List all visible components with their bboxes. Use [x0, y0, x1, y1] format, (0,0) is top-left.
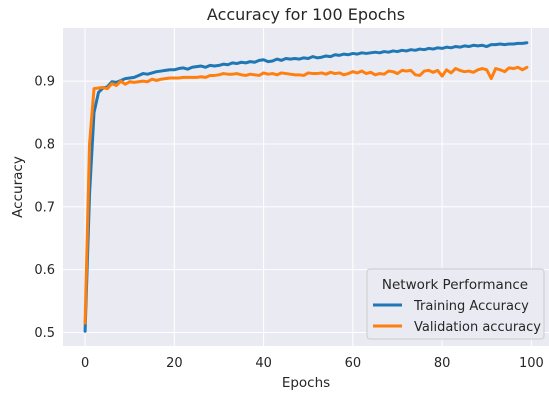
legend: Network Performance Training Accuracy Va… — [366, 268, 545, 340]
y-tick-label: 0.6 — [34, 263, 55, 278]
x-tick-labels: 0 20 40 60 80 100 — [81, 356, 544, 371]
x-axis-label: Epochs — [282, 375, 330, 391]
grid — [63, 28, 549, 346]
x-tick-label: 40 — [255, 356, 272, 371]
chart-title: Accuracy for 100 Epochs — [207, 5, 405, 24]
x-tick-label: 100 — [519, 356, 544, 371]
x-tick-label: 60 — [345, 356, 362, 371]
x-tick-label: 0 — [81, 356, 89, 371]
legend-label-validation: Validation accuracy — [414, 320, 541, 335]
series-line-validation — [83, 65, 529, 325]
series-layer — [83, 41, 529, 333]
y-tick-label: 0.5 — [34, 326, 55, 341]
legend-label-training: Training Accuracy — [413, 299, 529, 314]
y-axis-label: Accuracy — [10, 156, 26, 218]
x-tick-label: 80 — [434, 356, 451, 371]
y-tick-labels: 0.5 0.6 0.7 0.8 0.9 — [34, 75, 55, 341]
x-tick-label: 20 — [166, 356, 183, 371]
series-line-training — [83, 41, 529, 333]
legend-box — [366, 268, 545, 340]
y-tick-label: 0.8 — [34, 137, 55, 152]
y-tick-label: 0.7 — [34, 200, 55, 215]
y-tick-label: 0.9 — [34, 75, 55, 90]
legend-title: Network Performance — [382, 277, 528, 293]
